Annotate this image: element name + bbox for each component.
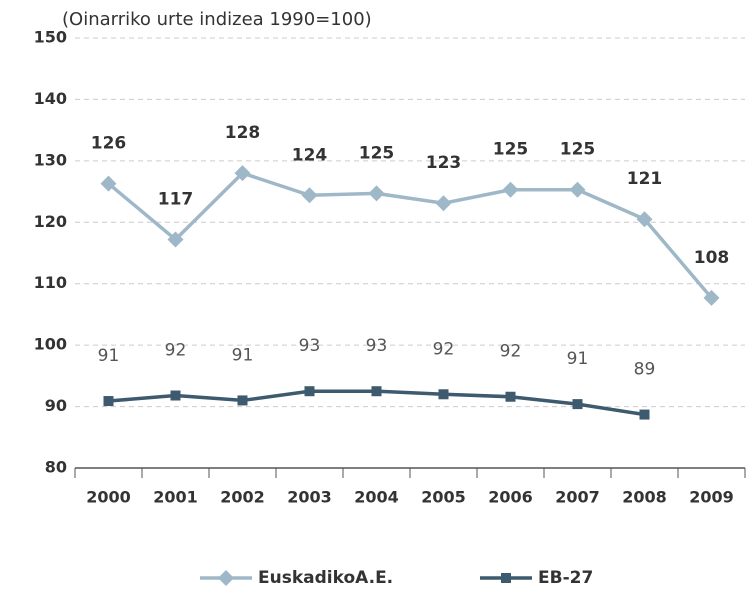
data-label: 89 — [634, 360, 656, 380]
data-label: 125 — [560, 140, 596, 160]
marker — [569, 181, 586, 198]
marker — [368, 185, 385, 202]
y-tick-label: 140 — [34, 89, 67, 108]
x-tick-label: 2007 — [555, 488, 600, 507]
marker — [438, 389, 449, 400]
marker — [103, 396, 114, 407]
data-label: 123 — [426, 153, 462, 173]
marker — [502, 181, 519, 198]
x-tick-label: 2008 — [622, 488, 667, 507]
marker — [167, 231, 184, 248]
marker — [639, 409, 650, 420]
data-label: 92 — [433, 339, 455, 359]
data-label: 128 — [225, 123, 261, 143]
x-tick-label: 2004 — [354, 488, 399, 507]
marker — [703, 289, 720, 306]
marker — [435, 195, 452, 212]
data-label: 91 — [232, 345, 254, 365]
x-tick-label: 2001 — [153, 488, 198, 507]
y-tick-label: 90 — [45, 396, 67, 415]
y-tick-label: 130 — [34, 150, 67, 169]
data-label: 125 — [359, 143, 395, 163]
y-tick-label: 100 — [34, 335, 67, 354]
series-line — [107, 171, 713, 299]
x-tick-label: 2003 — [287, 488, 332, 507]
marker — [572, 399, 583, 410]
y-tick-label: 120 — [34, 212, 67, 231]
data-label: 93 — [366, 336, 388, 356]
marker — [304, 386, 315, 397]
marker — [234, 165, 251, 182]
marker — [371, 386, 382, 397]
data-label: 124 — [292, 145, 328, 165]
legend-label: EB-27 — [538, 568, 593, 588]
x-tick-label: 2009 — [689, 488, 734, 507]
marker — [237, 395, 248, 406]
data-label: 93 — [299, 336, 321, 356]
y-tick-label: 110 — [34, 273, 67, 292]
data-label: 121 — [627, 169, 663, 189]
y-tick-label: 150 — [34, 28, 67, 47]
data-label: 108 — [694, 248, 730, 268]
legend-label: EuskadikoA.E. — [258, 568, 393, 588]
x-tick-label: 2006 — [488, 488, 533, 507]
data-label: 126 — [91, 134, 127, 154]
chart-subtitle: (Oinarriko urte indizea 1990=100) — [62, 9, 372, 30]
marker — [218, 570, 234, 586]
x-tick-label: 2005 — [421, 488, 466, 507]
data-label: 117 — [158, 189, 194, 209]
marker — [501, 573, 511, 583]
x-tick-label: 2002 — [220, 488, 265, 507]
marker — [301, 187, 318, 204]
data-label: 92 — [165, 341, 187, 361]
x-tick-label: 2000 — [86, 488, 131, 507]
y-tick-label: 80 — [45, 458, 67, 477]
data-label: 91 — [567, 349, 589, 369]
marker — [636, 211, 653, 228]
data-label: 92 — [500, 342, 522, 362]
marker — [505, 391, 516, 402]
marker — [170, 390, 181, 401]
data-label: 125 — [493, 140, 529, 160]
marker — [100, 175, 117, 192]
data-label: 91 — [98, 346, 120, 366]
